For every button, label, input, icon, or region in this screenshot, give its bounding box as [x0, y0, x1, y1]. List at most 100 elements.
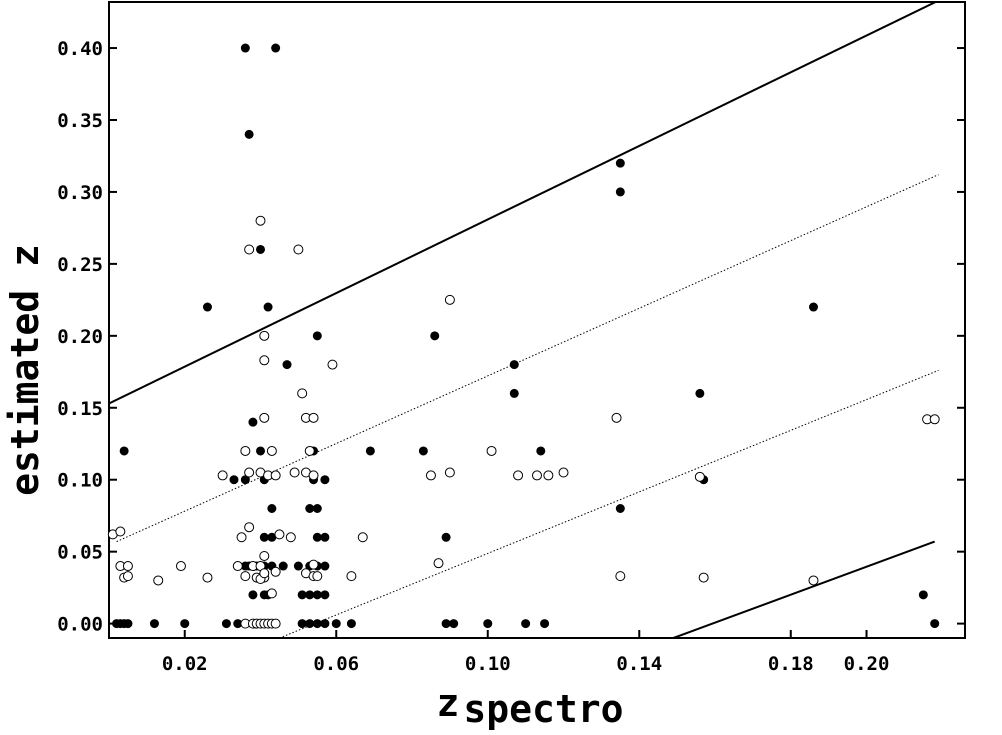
data-point-open: [270, 618, 281, 629]
data-point-open: [266, 588, 277, 599]
data-point-filled: [320, 475, 330, 485]
data-point-filled: [312, 532, 322, 542]
data-point-filled: [521, 619, 531, 629]
data-point-open: [244, 522, 255, 533]
data-point-filled: [441, 532, 451, 542]
data-point-filled: [305, 619, 315, 629]
data-point-open: [259, 568, 270, 579]
data-point-filled: [930, 619, 940, 629]
data-point-open: [308, 470, 319, 481]
data-point-open: [312, 571, 323, 582]
data-point-filled: [282, 360, 292, 370]
data-point-open: [122, 561, 133, 572]
data-point-open: [543, 470, 554, 481]
data-point-filled: [615, 503, 625, 513]
y-tick-label: 0.00: [57, 614, 103, 636]
data-point-open: [698, 572, 709, 583]
data-point-open: [929, 414, 940, 425]
data-point-open: [270, 566, 281, 577]
data-point-filled: [278, 561, 288, 571]
x-tick-label: 0.10: [465, 653, 511, 675]
data-point-open: [425, 470, 436, 481]
data-point-filled: [346, 619, 356, 629]
data-point-filled: [248, 417, 258, 427]
x-tick-label: 0.06: [313, 653, 359, 675]
reference-line-1: [109, 2, 938, 405]
data-point-open: [244, 244, 255, 255]
data-point-filled: [418, 446, 428, 456]
data-point-filled: [297, 590, 307, 600]
data-point-filled: [918, 590, 928, 600]
y-axis-label: estimated z: [3, 244, 47, 496]
x-axis-label-main: z: [436, 681, 459, 725]
data-point-filled: [808, 302, 818, 312]
data-point-filled: [320, 561, 330, 571]
data-point-filled: [536, 446, 546, 456]
data-point-filled: [483, 619, 493, 629]
data-point-filled: [509, 388, 519, 398]
data-point-filled: [271, 43, 281, 53]
data-point-open: [217, 470, 228, 481]
data-point-open: [308, 559, 319, 570]
data-point-open: [259, 550, 270, 561]
data-point-open: [808, 575, 819, 586]
data-point-filled: [256, 446, 266, 456]
data-point-filled: [267, 503, 277, 513]
y-tick-label: 0.20: [57, 326, 103, 348]
data-point-filled: [123, 619, 133, 629]
data-point-filled: [320, 619, 330, 629]
data-point-filled: [240, 43, 250, 53]
data-point-filled: [331, 619, 341, 629]
data-point-open: [304, 445, 315, 456]
data-point-open: [289, 467, 300, 478]
data-point-open: [297, 388, 308, 399]
data-point-filled: [119, 446, 129, 456]
data-point-open: [153, 575, 164, 586]
data-point-open: [202, 572, 213, 583]
plot-frame: [108, 1, 966, 639]
y-tick-label: 0.15: [57, 398, 103, 420]
y-tick-label: 0.25: [57, 254, 103, 276]
data-point-open: [259, 412, 270, 423]
data-point-filled: [312, 590, 322, 600]
x-tick-label: 0.20: [844, 653, 890, 675]
data-point-open: [270, 470, 281, 481]
x-tick-label: 0.14: [616, 653, 662, 675]
data-point-open: [122, 571, 133, 582]
data-point-filled: [312, 331, 322, 341]
data-point-open: [444, 294, 455, 305]
data-point-open: [558, 467, 569, 478]
data-point-open: [444, 467, 455, 478]
data-point-open: [285, 532, 296, 543]
data-point-filled: [229, 475, 239, 485]
data-point-filled: [180, 619, 190, 629]
data-point-open: [694, 471, 705, 482]
data-point-open: [346, 571, 357, 582]
y-tick-label: 0.40: [57, 38, 103, 60]
data-point-filled: [297, 619, 307, 629]
data-point-filled: [244, 129, 254, 139]
data-point-open: [433, 558, 444, 569]
data-point-open: [255, 215, 266, 226]
data-point-open: [293, 244, 304, 255]
data-points: [107, 43, 940, 629]
data-point-open: [327, 359, 338, 370]
x-tick-label: 0.02: [162, 653, 208, 675]
data-point-filled: [695, 388, 705, 398]
data-point-filled: [248, 590, 258, 600]
data-point-filled: [221, 619, 231, 629]
data-point-filled: [320, 590, 330, 600]
data-point-filled: [509, 360, 519, 370]
data-point-open: [259, 355, 270, 366]
reference-line-2: [116, 174, 939, 543]
data-point-open: [236, 532, 247, 543]
data-point-filled: [320, 532, 330, 542]
data-point-filled: [540, 619, 550, 629]
y-tick-label: 0.30: [57, 182, 103, 204]
data-point-filled: [615, 187, 625, 197]
data-point-open: [486, 445, 497, 456]
reference-line-4: [673, 540, 936, 638]
data-point-filled: [615, 158, 625, 168]
data-point-open: [175, 561, 186, 572]
data-point-open: [357, 532, 368, 543]
